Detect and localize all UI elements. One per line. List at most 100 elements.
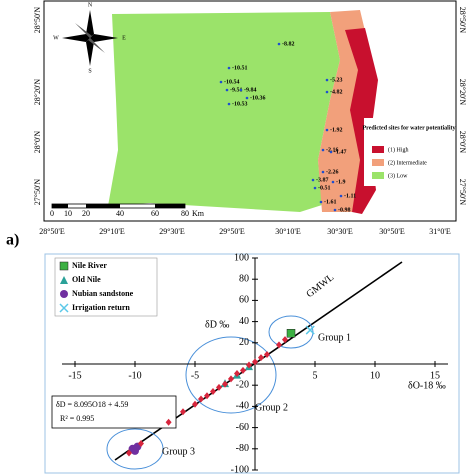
point	[258, 354, 264, 362]
lat-label: 28°50'N	[458, 7, 467, 34]
compass	[62, 10, 118, 66]
legend-swatch	[372, 146, 384, 153]
x-tick-label: 15	[430, 370, 440, 381]
y-tick-label: 80	[239, 273, 249, 284]
lat-label: 28°50'N	[33, 7, 42, 34]
site-dot	[245, 96, 249, 100]
group-ellipse	[106, 428, 164, 470]
y-tick-label: -80	[236, 443, 249, 454]
map-legend-item: (3) Low	[388, 172, 408, 179]
site-dot	[239, 88, 243, 92]
lon-label: 29°30'E	[159, 227, 185, 236]
lon-label: 30°10'E	[275, 227, 301, 236]
compass-letter: S	[88, 68, 91, 74]
point	[216, 383, 222, 391]
site-dot	[329, 150, 333, 154]
site-label: -1.11	[344, 193, 356, 199]
point	[246, 361, 252, 369]
lat-label: 28°0'N	[33, 131, 42, 154]
site-dot	[319, 200, 323, 204]
scale-label: 0	[50, 209, 54, 218]
site-label: -9.84	[244, 87, 257, 93]
group-label: Group 2	[255, 402, 288, 413]
site-label: -0.98	[338, 207, 351, 213]
lon-label: 30°30'E	[327, 227, 353, 236]
map-legend-title: Predicted sites for water potentiality	[363, 125, 456, 131]
scale-label: 60	[151, 209, 159, 218]
site-dot	[277, 42, 281, 46]
compass-letter: N	[88, 2, 93, 8]
compass-letter: W	[53, 35, 59, 41]
point	[198, 395, 204, 403]
site-dot	[321, 148, 325, 152]
scale-label: 10	[64, 209, 72, 218]
point	[60, 276, 68, 284]
site-label: -1.92	[330, 127, 343, 133]
scale-label: Km	[192, 209, 205, 218]
compass-letter: E	[122, 35, 126, 41]
group-label: Group 1	[318, 332, 351, 343]
scale-bar	[51, 203, 186, 209]
panel-label: a)	[6, 232, 19, 249]
lat-label: 27°50'N	[458, 179, 467, 206]
lon-label: 29°10'E	[99, 227, 125, 236]
site-label: -8.82	[282, 41, 295, 47]
site-label: -10.54	[224, 79, 240, 85]
group-label: Group 3	[162, 446, 195, 457]
x-tick-label: -10	[128, 370, 141, 381]
equation-box	[51, 395, 177, 429]
chart-legend-box	[54, 257, 158, 317]
point	[138, 440, 144, 447]
site-dot	[227, 102, 231, 106]
y-tick-label: 100	[234, 252, 249, 263]
site-label: -9.51	[230, 87, 243, 93]
scale-label: 20	[82, 209, 90, 218]
lon-label: 28°50'E	[39, 227, 65, 236]
site-dot	[331, 180, 335, 184]
point	[180, 408, 186, 416]
scale-label: 80	[181, 209, 189, 218]
legend-swatch	[372, 159, 384, 166]
site-label: -4.82	[330, 89, 343, 95]
site-dot	[311, 178, 315, 182]
site-label: -10.51	[232, 65, 248, 71]
legend-swatch	[372, 172, 384, 179]
x-tick-label: 10	[370, 370, 380, 381]
y-tick-label: -20	[236, 379, 249, 390]
point	[264, 350, 270, 358]
site-label: -10.36	[250, 95, 266, 101]
scale-label: 40	[116, 209, 124, 218]
point	[204, 392, 210, 400]
legend-label: Nubian sandstone	[72, 289, 134, 298]
site-label: -10.53	[232, 101, 248, 107]
site-label: -0.51	[318, 185, 331, 191]
x-axis-title: δO-18 ‰	[408, 380, 446, 391]
site-dot	[219, 80, 223, 84]
point	[282, 336, 288, 344]
x-tick-label: 5	[313, 370, 318, 381]
site-label: -2.16	[326, 147, 339, 153]
site-dot	[325, 128, 329, 132]
point	[228, 375, 234, 383]
lon-label: 29°50'E	[219, 227, 245, 236]
x-tick-label: -15	[68, 370, 81, 381]
point	[210, 388, 216, 396]
point	[131, 446, 139, 455]
x-tick-label: -5	[191, 370, 199, 381]
site-label: -1.61	[324, 199, 337, 205]
lat-label: 27°50'N	[33, 179, 42, 206]
legend-label: Old Nile	[72, 275, 101, 284]
y-tick-label: -60	[236, 422, 249, 433]
point	[252, 358, 258, 366]
site-dot	[225, 88, 229, 92]
point	[59, 303, 69, 313]
point	[192, 400, 198, 408]
low-zone	[108, 12, 340, 212]
legend-label: Irrigation return	[72, 303, 130, 312]
lat-label: 28°20'N	[33, 79, 42, 106]
point	[59, 261, 69, 271]
map-legend-item: (2) Intermediate	[388, 159, 427, 166]
lon-label: 31°0'E	[429, 227, 451, 236]
y-tick-label: 60	[239, 295, 249, 306]
